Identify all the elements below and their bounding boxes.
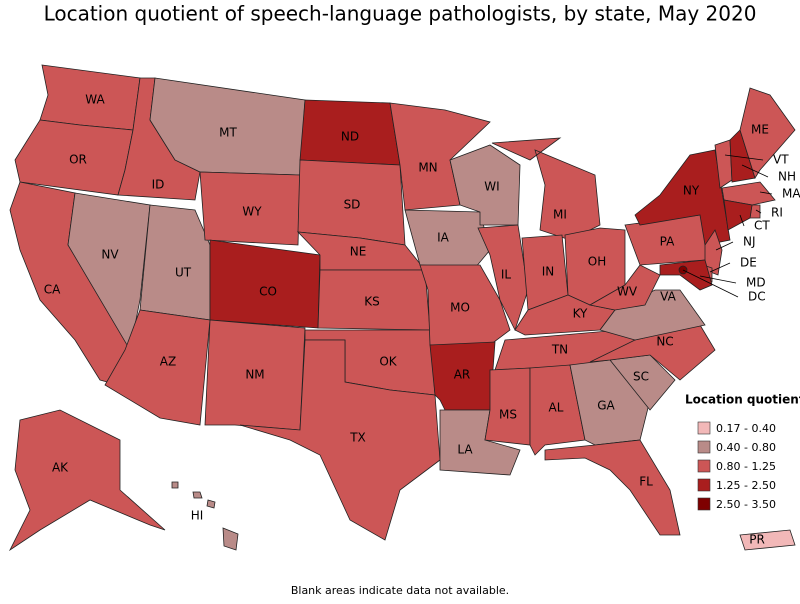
- state-shape: [8, 409, 166, 552]
- state-label: IN: [542, 265, 555, 279]
- state-label: SD: [344, 198, 361, 212]
- map-title: Location quotient of speech-language pat…: [44, 2, 757, 26]
- state-label: AZ: [160, 355, 176, 369]
- state-label: CO: [259, 285, 277, 299]
- legend-swatch: [697, 421, 711, 435]
- legend-swatch: [697, 440, 711, 454]
- state-label: MA: [782, 187, 800, 201]
- leader-line: [682, 269, 739, 298]
- state-label: IA: [437, 231, 450, 245]
- state-label: MT: [219, 126, 237, 140]
- state-label: AR: [454, 368, 471, 382]
- state-shape: [721, 181, 776, 206]
- state-label: NY: [683, 184, 700, 198]
- state-shape: [659, 259, 713, 291]
- state-shape: [739, 87, 796, 179]
- leader-line: [755, 209, 762, 214]
- state-label: KY: [573, 307, 588, 321]
- state-label: KS: [364, 295, 380, 309]
- state-label: WV: [617, 285, 638, 299]
- state-label: VT: [773, 153, 789, 167]
- leader-line: [715, 241, 734, 251]
- state-shape: [404, 209, 491, 269]
- state-label: LA: [457, 443, 473, 457]
- state-label: MO: [450, 301, 470, 315]
- leader-line: [741, 164, 769, 178]
- legend-title: Location quotient: [685, 393, 800, 407]
- state-label: ME: [751, 123, 769, 137]
- legend: 0.17 - 0.40 0.40 - 0.80 0.80 - 1.25 1.25 - …: [697, 421, 776, 511]
- state-label: NH: [778, 170, 796, 184]
- state-label: MI: [553, 208, 567, 222]
- state-label: NC: [656, 335, 673, 349]
- state-label: PR: [749, 533, 765, 547]
- state-shape: [171, 481, 239, 551]
- state-label: OH: [588, 255, 606, 269]
- state-label: MS: [499, 408, 517, 422]
- state-label: ND: [341, 130, 359, 144]
- state-label: TX: [349, 431, 366, 445]
- state-label: MN: [418, 161, 437, 175]
- state-label: NJ: [743, 235, 756, 249]
- state-shape: [199, 171, 301, 246]
- state-label: AL: [549, 401, 564, 415]
- leader-line: [739, 214, 745, 227]
- state-shape: [449, 144, 521, 226]
- state-label: NV: [101, 248, 119, 262]
- state-label: DE: [740, 256, 757, 270]
- state-label: RI: [771, 206, 783, 220]
- legend-swatch: [697, 478, 711, 492]
- state-label: SC: [633, 370, 649, 384]
- leader-line: [759, 191, 773, 195]
- legend-swatch: [697, 497, 711, 511]
- state-label: HI: [191, 509, 204, 523]
- state-shape: [419, 264, 511, 346]
- state-label: DC: [748, 290, 766, 304]
- state-label: CT: [754, 219, 770, 233]
- state-labels: WA OR CA ID NV UT AZ MT WY CO NM ND SD NE KS OK TX MN IA MO…: [44, 93, 800, 547]
- state-label: NE: [350, 245, 367, 259]
- state-label: VA: [660, 290, 676, 304]
- legend-label: 0.17 - 0.40: [716, 422, 776, 435]
- leader-line: [699, 275, 737, 284]
- state-shape: [484, 367, 531, 446]
- legend-label: 0.80 - 1.25: [716, 460, 776, 473]
- legend-swatch: [697, 459, 711, 473]
- legend-label: 2.50 - 3.50: [716, 498, 776, 511]
- state-shape: [139, 204, 211, 321]
- state-label: GA: [597, 399, 615, 413]
- state-label: WI: [484, 180, 499, 194]
- state-shape: [544, 439, 681, 536]
- state-label: IL: [501, 268, 512, 282]
- state-shape: [239, 339, 441, 541]
- footnote: Blank areas indicate data not available.: [291, 584, 509, 597]
- state-label: TN: [551, 343, 568, 357]
- leader-line: [709, 262, 731, 273]
- state-label: OK: [379, 355, 397, 369]
- state-label: PA: [660, 235, 675, 249]
- state-label: AK: [52, 461, 69, 475]
- leader-line: [724, 154, 764, 161]
- state-label: MD: [746, 276, 766, 290]
- state-label: WY: [242, 205, 262, 219]
- state-label: OR: [69, 153, 87, 167]
- state-label: CA: [44, 283, 61, 297]
- state-label: UT: [175, 266, 192, 280]
- state-label: FL: [639, 475, 653, 489]
- legend-label: 0.40 - 0.80: [716, 441, 776, 454]
- state-shape: [739, 529, 796, 551]
- state-label: ID: [152, 178, 165, 192]
- legend-label: 1.25 - 2.50: [716, 479, 776, 492]
- state-label: WA: [85, 93, 105, 107]
- state-label: NM: [245, 368, 264, 382]
- states: [8, 64, 796, 552]
- state-shape: [723, 199, 753, 231]
